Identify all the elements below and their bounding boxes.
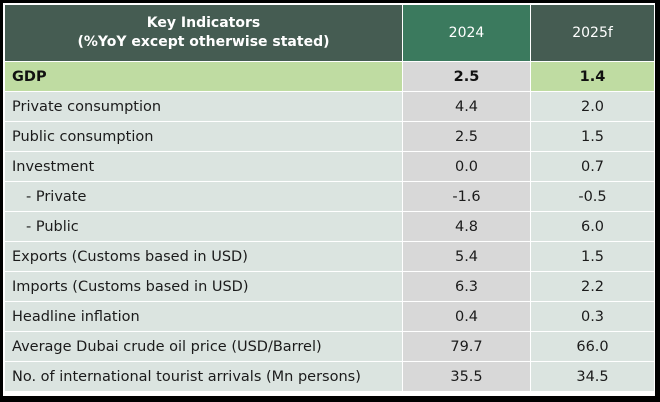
value-2024: 2.5	[402, 121, 531, 152]
header-title: Key Indicators	[146, 15, 261, 31]
table-row: Exports (Customs based in USD) 5.4 1.5	[4, 241, 655, 272]
header-row: Key Indicators (%YoY except otherwise st…	[4, 4, 655, 62]
row-label: Private consumption	[4, 91, 403, 122]
row-label-text: No. of international tourist arrivals (M…	[12, 368, 361, 385]
header-2025f: 2025f	[530, 4, 655, 62]
row-label-text: Exports (Customs based in USD)	[12, 248, 248, 265]
value-2025f: 0.3	[530, 301, 655, 332]
value-2025f: 1.5	[530, 241, 655, 272]
row-label-text: GDP	[12, 68, 47, 85]
value-2024: 0.4	[402, 301, 531, 332]
value-2025f: 1.4	[530, 61, 655, 92]
row-label: Imports (Customs based in USD)	[4, 271, 403, 302]
row-label: Average Dubai crude oil price (USD/Barre…	[4, 331, 403, 362]
row-label-text: - Private	[26, 188, 87, 205]
value-2024: 79.7	[402, 331, 531, 362]
header-key-indicators: Key Indicators (%YoY except otherwise st…	[4, 4, 403, 62]
value-2025f: 2.0	[530, 91, 655, 122]
value-2024: -1.6	[402, 181, 531, 212]
value-2024: 5.4	[402, 241, 531, 272]
table-row: - Private -1.6 -0.5	[4, 181, 655, 212]
value-2025f: -0.5	[530, 181, 655, 212]
row-label: - Public	[4, 211, 403, 242]
table-row: GDP 2.5 1.4	[4, 61, 655, 92]
row-label: Exports (Customs based in USD)	[4, 241, 403, 272]
value-2024: 0.0	[402, 151, 531, 182]
value-2024: 6.3	[402, 271, 531, 302]
value-2024: 4.4	[402, 91, 531, 122]
value-2025f: 34.5	[530, 361, 655, 392]
row-label-text: Public consumption	[12, 128, 154, 145]
row-label: Headline inflation	[4, 301, 403, 332]
value-2025f: 6.0	[530, 211, 655, 242]
row-label: - Private	[4, 181, 403, 212]
table-row: Average Dubai crude oil price (USD/Barre…	[4, 331, 655, 362]
row-label-text: Headline inflation	[12, 308, 140, 325]
row-label-text: Average Dubai crude oil price (USD/Barre…	[12, 338, 322, 355]
row-label: Investment	[4, 151, 403, 182]
table-row: Headline inflation 0.4 0.3	[4, 301, 655, 332]
table-row: Investment 0.0 0.7	[4, 151, 655, 182]
value-2024: 4.8	[402, 211, 531, 242]
row-label: Public consumption	[4, 121, 403, 152]
header-subtitle: (%YoY except otherwise stated)	[77, 34, 330, 50]
table-row: - Public 4.8 6.0	[4, 211, 655, 242]
table-frame: Key Indicators (%YoY except otherwise st…	[3, 3, 655, 396]
table-row: No. of international tourist arrivals (M…	[4, 361, 655, 392]
value-2025f: 1.5	[530, 121, 655, 152]
header-2024: 2024	[402, 4, 531, 62]
table-row: Private consumption 4.4 2.0	[4, 91, 655, 122]
row-label: No. of international tourist arrivals (M…	[4, 361, 403, 392]
value-2025f: 0.7	[530, 151, 655, 182]
row-label: GDP	[4, 61, 403, 92]
row-label-text: Imports (Customs based in USD)	[12, 278, 249, 295]
value-2025f: 66.0	[530, 331, 655, 362]
key-indicators-table: Key Indicators (%YoY except otherwise st…	[4, 4, 655, 392]
value-2024: 2.5	[402, 61, 531, 92]
row-label-text: Investment	[12, 158, 95, 175]
value-2025f: 2.2	[530, 271, 655, 302]
row-label-text: - Public	[26, 218, 79, 235]
table-row: Public consumption 2.5 1.5	[4, 121, 655, 152]
table-row: Imports (Customs based in USD) 6.3 2.2	[4, 271, 655, 302]
value-2024: 35.5	[402, 361, 531, 392]
row-label-text: Private consumption	[12, 98, 162, 115]
